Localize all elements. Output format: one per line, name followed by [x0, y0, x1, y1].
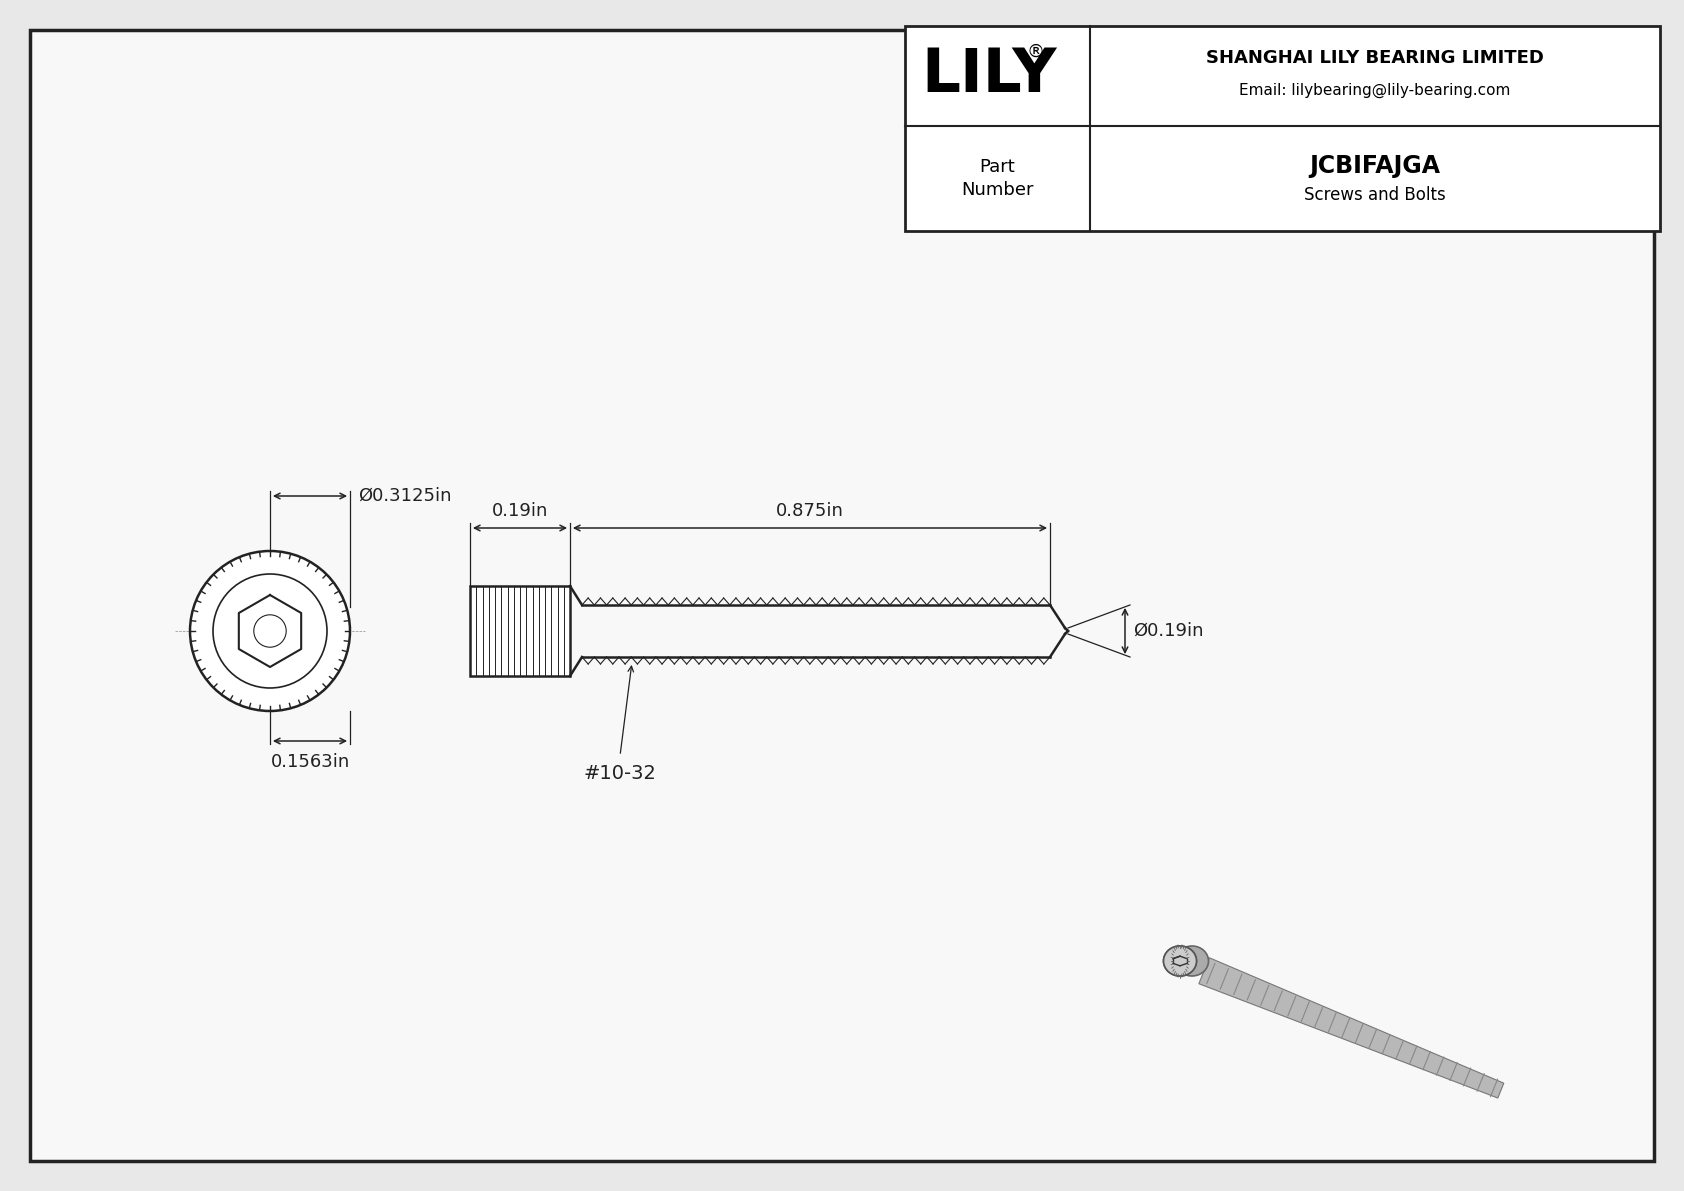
Bar — [470, 586, 569, 676]
Text: Ø0.19in: Ø0.19in — [1133, 622, 1204, 640]
Text: 0.1563in: 0.1563in — [271, 753, 350, 771]
Ellipse shape — [1175, 946, 1209, 975]
Circle shape — [212, 574, 327, 688]
Text: Ø0.3125in: Ø0.3125in — [359, 487, 451, 505]
Text: Email: lilybearing@lily-bearing.com: Email: lilybearing@lily-bearing.com — [1239, 82, 1511, 98]
Ellipse shape — [1164, 946, 1197, 975]
Text: LILY: LILY — [921, 46, 1058, 106]
Text: ®: ® — [1027, 43, 1044, 61]
Polygon shape — [1199, 958, 1504, 1098]
Text: #10-32: #10-32 — [584, 763, 657, 782]
Text: SHANGHAI LILY BEARING LIMITED: SHANGHAI LILY BEARING LIMITED — [1206, 49, 1544, 67]
Text: 0.19in: 0.19in — [492, 501, 549, 520]
Bar — [904, 26, 1660, 231]
Text: Screws and Bolts: Screws and Bolts — [1303, 186, 1447, 204]
Text: Part
Number: Part Number — [962, 157, 1034, 199]
Circle shape — [190, 551, 350, 711]
Ellipse shape — [1164, 946, 1197, 975]
Text: 0.875in: 0.875in — [776, 501, 844, 520]
Text: JCBIFAJGA: JCBIFAJGA — [1310, 155, 1440, 179]
